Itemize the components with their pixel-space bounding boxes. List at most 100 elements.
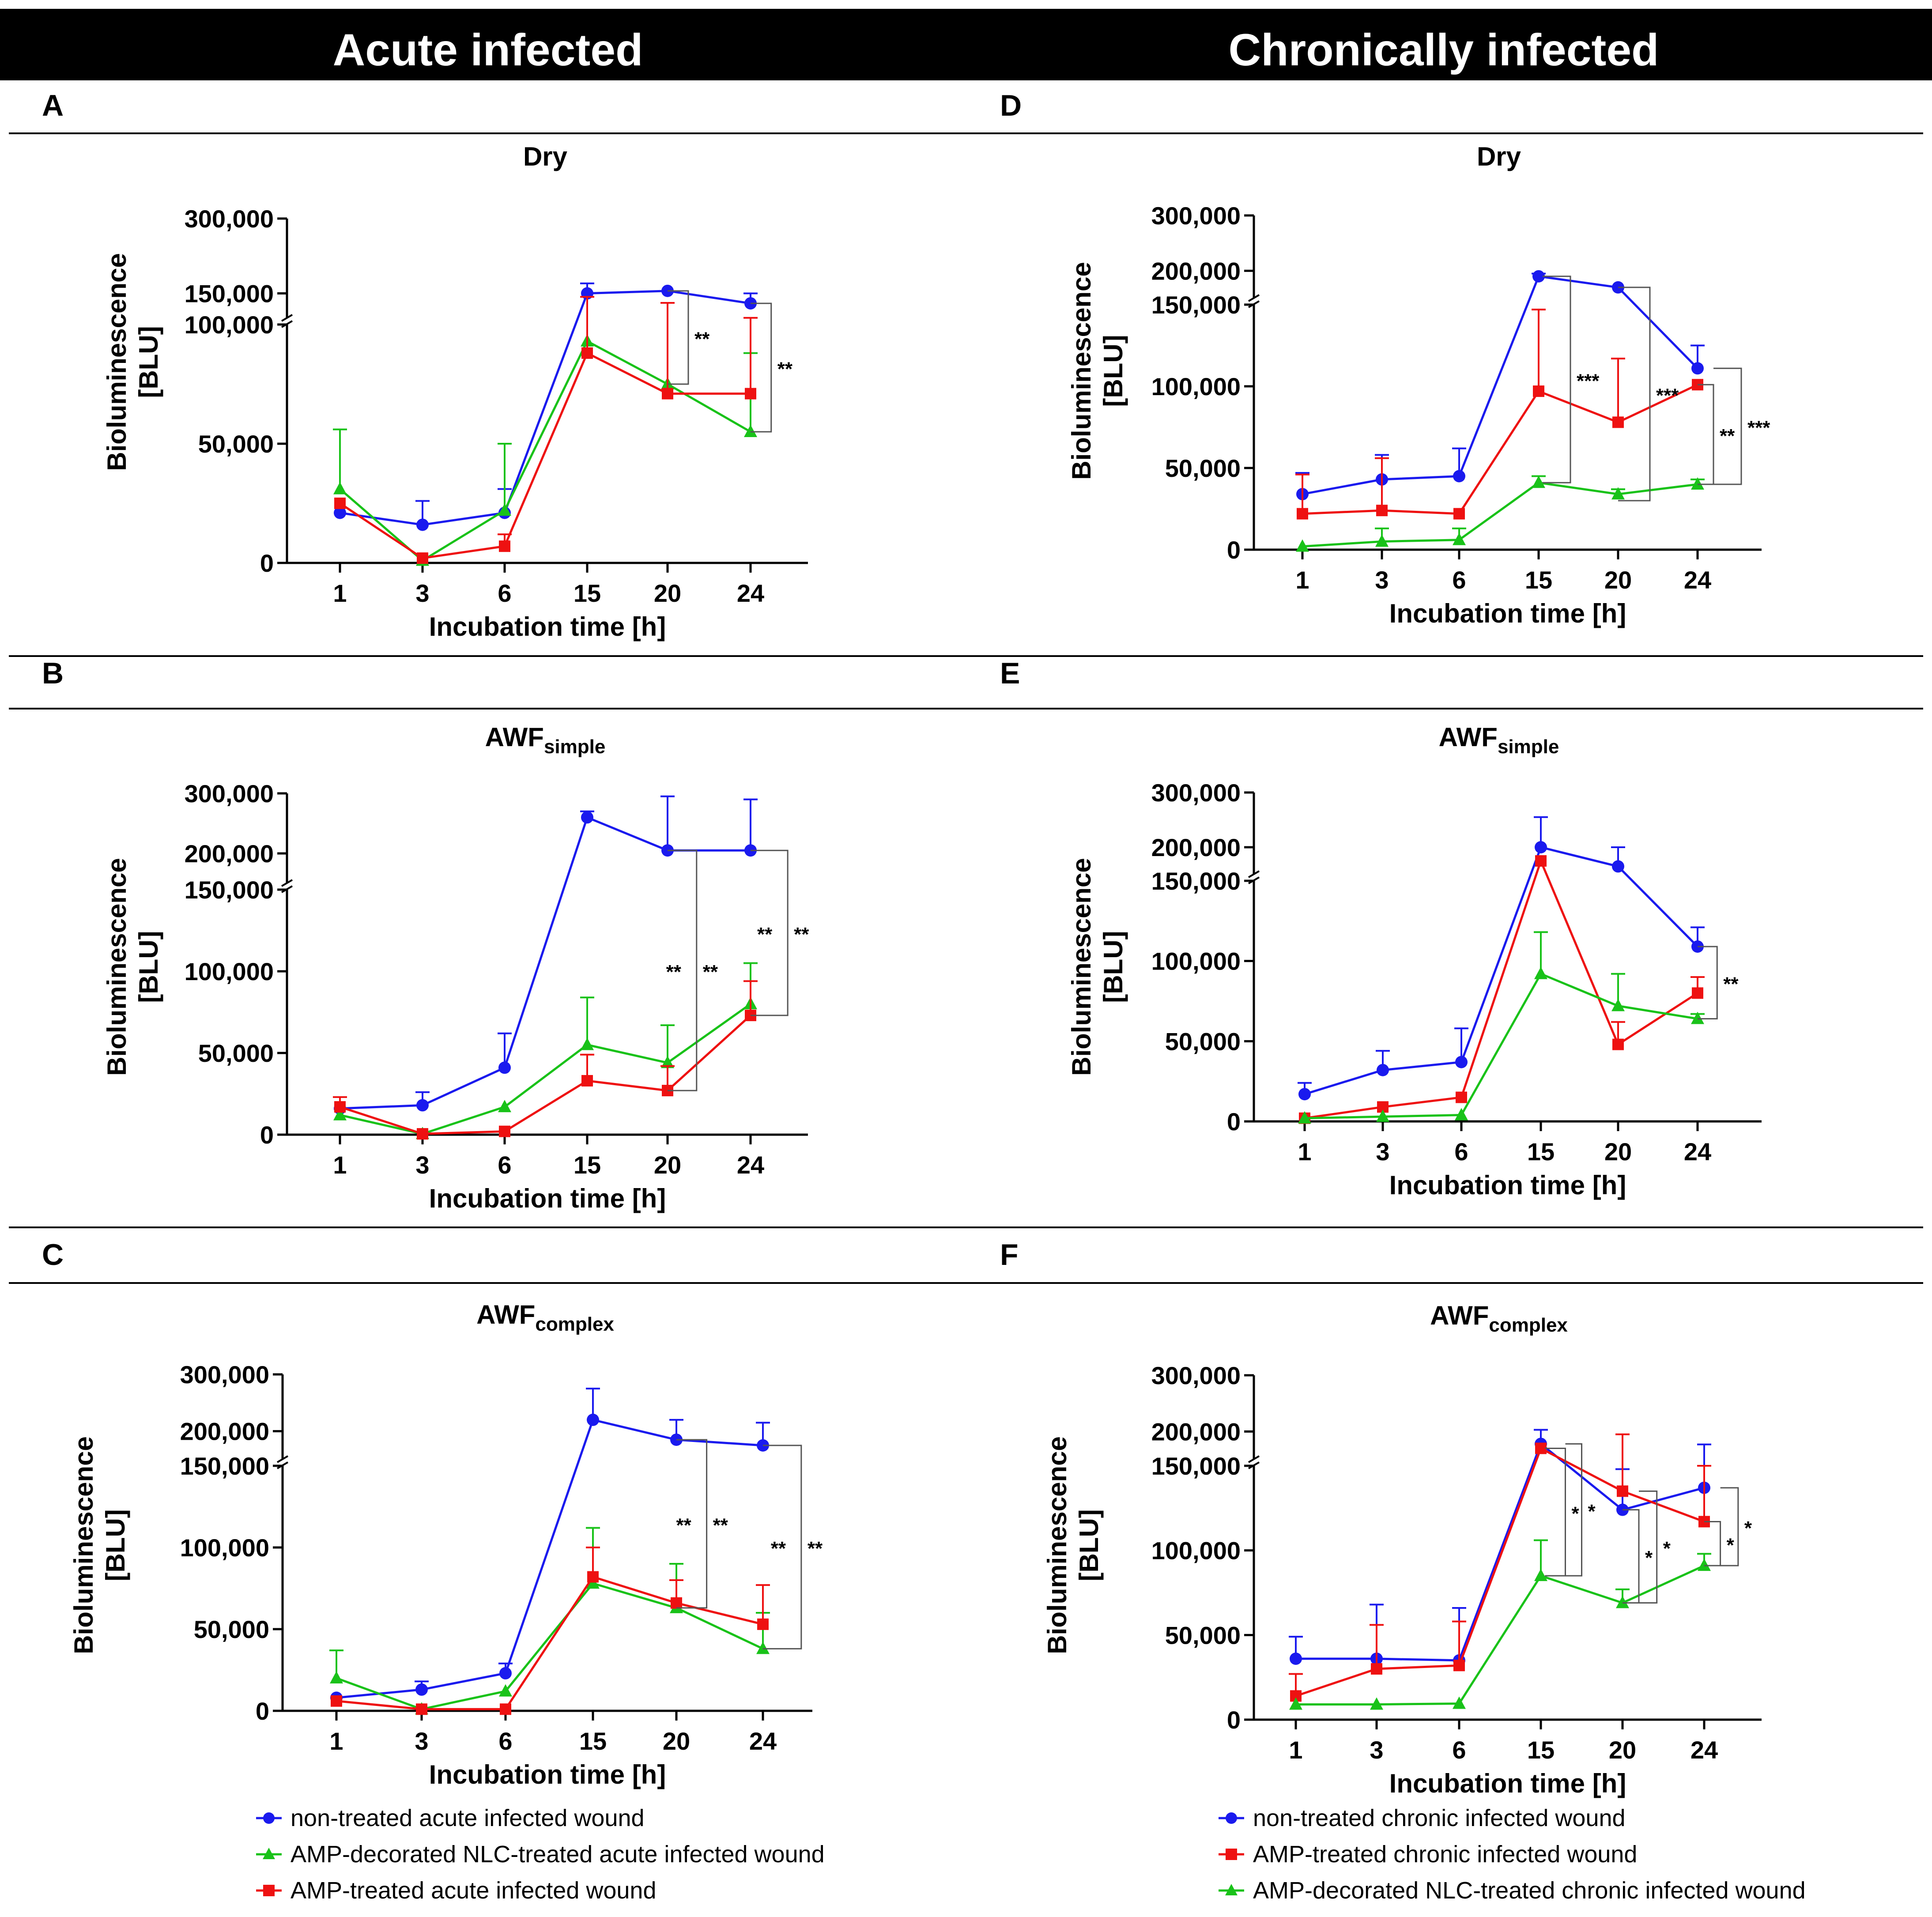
significance-bracket (1639, 1491, 1658, 1604)
x-axis-label: Incubation time [h] (1389, 1170, 1626, 1200)
y-tick-label: 150,000 (1151, 1452, 1241, 1480)
header-bar (0, 9, 1932, 80)
panel-title: Dry (523, 142, 568, 171)
significance-bracket (763, 1445, 802, 1649)
y-axis-label-line2: [BLU] (1098, 931, 1128, 1003)
x-tick-label: 24 (749, 1727, 777, 1755)
panel-title-main: AWF (476, 1300, 535, 1329)
series-line (340, 1015, 751, 1135)
significance-bracket (1623, 1509, 1640, 1604)
data-point (756, 1642, 770, 1654)
y-tick-label: 200,000 (180, 1418, 269, 1445)
data-point (1691, 477, 1704, 490)
y-tick-label: 300,000 (185, 780, 274, 808)
data-point (1370, 1697, 1383, 1710)
data-point (661, 1056, 674, 1068)
data-point (1611, 487, 1625, 500)
series-triangle (1298, 931, 1705, 1124)
data-point (1534, 966, 1547, 979)
y-tick-label: 50,000 (1165, 1027, 1241, 1055)
x-tick-label: 15 (1525, 566, 1552, 594)
panel-title-main: Dry (1477, 142, 1521, 171)
x-tick-label: 6 (498, 1727, 512, 1755)
data-point (1612, 1038, 1624, 1050)
significance-label: ** (757, 924, 773, 945)
legend-acute: non-treated acute infected wound AMP-deco… (256, 1805, 825, 1904)
data-point (1453, 508, 1465, 520)
significance-label: ** (1723, 974, 1739, 995)
series-square (333, 980, 758, 1140)
y-tick-label: 300,000 (1151, 779, 1241, 807)
x-tick-label: 1 (333, 579, 347, 607)
y-axis-label: Bioluminescence[BLU] (1067, 858, 1128, 1076)
y-axis-label-line1: Bioluminescence (69, 1436, 98, 1654)
legend-label: non-treated chronic infected wound (1253, 1805, 1626, 1831)
data-point (330, 1671, 343, 1683)
header-title-acute: Acute infected (333, 25, 643, 75)
significance-bracket (1704, 1521, 1721, 1566)
series-line (336, 1582, 764, 1710)
data-point (1298, 1088, 1311, 1101)
series-square (1289, 1433, 1711, 1702)
y-tick-label: 100,000 (180, 1534, 269, 1562)
data-point (1453, 1696, 1466, 1709)
significance-label: ** (771, 1538, 786, 1559)
panel-letter: F (1000, 1238, 1019, 1272)
x-tick-label: 20 (654, 579, 681, 607)
series-line (1304, 846, 1698, 1095)
data-point (1453, 1660, 1465, 1672)
series-square (1299, 855, 1705, 1124)
significance-label: * (1645, 1547, 1653, 1569)
significance-label: ** (777, 358, 793, 380)
x-tick-label: 15 (574, 1151, 601, 1179)
y-axis-label: Bioluminescence[BLU] (102, 253, 163, 471)
x-tick-label: 1 (1289, 1736, 1302, 1764)
legend-marker (1225, 1884, 1238, 1895)
chart-panel-a: A Dry 0 50,000 100,000 150,000 300,000 1 3 6 15 20 2… (42, 89, 808, 642)
significance-label: *** (1747, 417, 1770, 439)
legend-item: AMP-decorated NLC-treated chronic infect… (1219, 1877, 1806, 1904)
significance-label: * (1572, 1503, 1580, 1525)
significance-bracket (1720, 1487, 1739, 1566)
series-line (340, 1003, 751, 1135)
series-triangle (333, 962, 758, 1140)
x-axis-label: Incubation time [h] (429, 1184, 666, 1213)
x-tick-label: 15 (574, 579, 601, 607)
significance-bracket (668, 290, 689, 385)
data-point (1455, 1108, 1468, 1121)
chart-panel-f: F AWFcomplex 0 50,000 100,000 150,000 200,000 3… (1000, 1238, 1762, 1798)
data-point (1453, 532, 1466, 545)
x-tick-label: 3 (415, 579, 429, 607)
panel-title-subscript: complex (535, 1313, 614, 1335)
x-tick-label: 15 (579, 1727, 607, 1755)
chart-panel-e: E AWFsimple 0 50,000 100,000 150,000 200,000 30… (1000, 657, 1762, 1200)
data-point (1453, 470, 1465, 483)
panel-letter: D (1000, 89, 1022, 122)
data-point (1371, 1663, 1382, 1675)
panel-title: AWFsimple (485, 722, 606, 758)
legend-item: AMP-treated chronic infected wound (1219, 1841, 1637, 1868)
y-axis-label-line2: [BLU] (134, 931, 163, 1003)
data-point (499, 540, 510, 552)
data-point (415, 1683, 428, 1696)
series-square (1295, 309, 1703, 520)
data-point (1616, 1596, 1629, 1608)
data-point (1535, 841, 1547, 853)
y-tick-label: 300,000 (1151, 1362, 1241, 1389)
y-tick-label: 0 (1227, 1108, 1241, 1136)
y-tick-label: 150,000 (180, 1452, 269, 1480)
legend-marker (1226, 1812, 1237, 1824)
y-tick-label: 0 (1227, 536, 1241, 564)
x-tick-label: 3 (1375, 566, 1389, 594)
y-tick-label: 150,000 (1151, 867, 1241, 895)
legend-label: AMP-treated chronic infected wound (1253, 1841, 1637, 1868)
chart-panel-d: D Dry 0 50,000 100,000 150,000 200,000 300,000 1… (1000, 89, 1770, 628)
significance-label: ** (676, 1514, 691, 1536)
x-tick-label: 20 (1604, 566, 1632, 594)
data-point (1698, 1559, 1711, 1571)
panel-letter: C (42, 1238, 64, 1272)
y-tick-label: 50,000 (1165, 1621, 1241, 1649)
y-axis-label-line1: Bioluminescence (1067, 262, 1096, 480)
y-tick-label: 50,000 (1165, 454, 1241, 482)
